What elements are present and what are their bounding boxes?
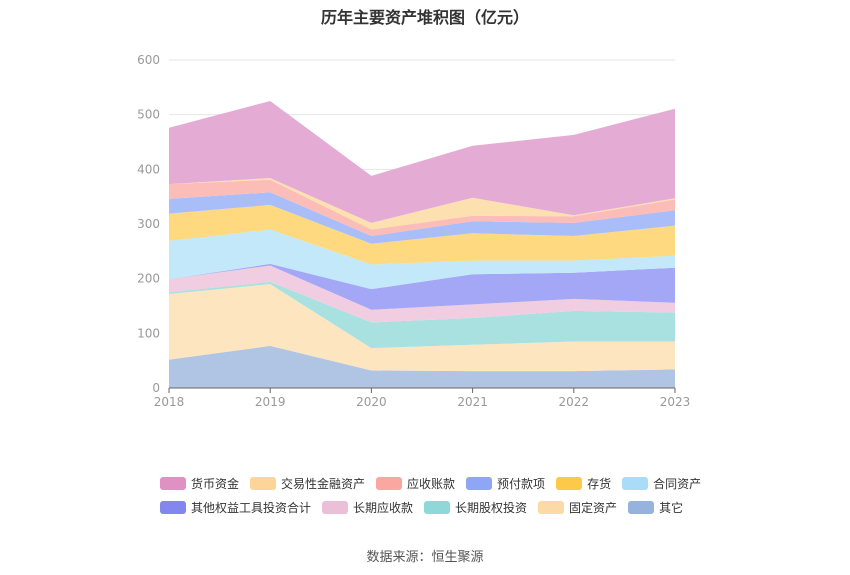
- legend-label: 固定资产: [569, 500, 618, 515]
- y-tick-label: 600: [137, 53, 160, 67]
- area-series-10[interactable]: [169, 101, 675, 223]
- area-series-7[interactable]: [169, 192, 675, 244]
- legend-label: 应收账款: [407, 476, 456, 491]
- legend-item[interactable]: 长期股权投资: [424, 499, 527, 516]
- y-tick-label: 300: [137, 217, 160, 231]
- legend-swatch: [160, 500, 186, 514]
- x-tick-label: 2019: [255, 395, 286, 409]
- data-source-value: 恒生聚源: [431, 550, 484, 565]
- area-series-1[interactable]: [169, 284, 675, 372]
- area-series-3[interactable]: [169, 265, 675, 323]
- legend-swatch: [322, 500, 349, 514]
- legend-swatch: [160, 476, 186, 490]
- y-tick-label: 400: [137, 162, 160, 176]
- legend-label: 其他权益工具投资合计: [191, 500, 312, 515]
- legend-item[interactable]: 交易性金融资产: [250, 475, 365, 492]
- x-tick-label: 2023: [660, 395, 691, 409]
- area-series-8[interactable]: [169, 179, 675, 236]
- legend-label: 交易性金融资产: [281, 476, 366, 491]
- legend-item[interactable]: 长期应收款: [322, 499, 413, 516]
- legend-item[interactable]: 预付款项: [466, 475, 545, 492]
- area-series-9[interactable]: [169, 178, 675, 230]
- x-tick-label: 2022: [559, 395, 590, 409]
- data-source-label: 数据来源：: [366, 550, 432, 565]
- legend-item[interactable]: 存货: [556, 475, 611, 492]
- chart-title: 历年主要资产堆积图（亿元）: [320, 8, 529, 27]
- data-source: 数据来源：恒生聚源: [0, 546, 850, 565]
- area-series-6[interactable]: [169, 204, 675, 265]
- y-tick-label: 0: [152, 381, 160, 395]
- legend-swatch: [628, 500, 655, 514]
- x-tick-label: 2020: [356, 395, 387, 409]
- legend-swatch: [376, 476, 403, 490]
- legend-swatch: [424, 500, 451, 514]
- area-series-5[interactable]: [169, 229, 675, 290]
- legend-row: 货币资金 交易性金融资产 应收账款 预付款项 存货 合同资产: [160, 471, 701, 495]
- legend-item[interactable]: 固定资产: [538, 499, 617, 516]
- legend-item[interactable]: 其它: [628, 499, 683, 516]
- area-series-0[interactable]: [169, 345, 675, 388]
- legend-item[interactable]: 货币资金: [160, 475, 239, 492]
- legend-label: 货币资金: [191, 476, 240, 491]
- area-series-4[interactable]: [169, 263, 675, 310]
- y-tick-label: 100: [137, 326, 160, 340]
- legend-label: 预付款项: [497, 476, 546, 491]
- legend-swatch: [622, 476, 649, 490]
- legend-row: 其他权益工具投资合计 长期应收款 长期股权投资 固定资产 其它: [160, 495, 700, 519]
- y-tick-label: 500: [137, 108, 160, 122]
- legend-item[interactable]: 合同资产: [622, 475, 701, 492]
- legend-label: 存货: [587, 476, 612, 491]
- legend-label: 合同资产: [653, 476, 702, 491]
- legend-label: 长期应收款: [353, 500, 414, 515]
- legend-swatch: [538, 500, 565, 514]
- legend-swatch: [250, 476, 277, 490]
- legend-item[interactable]: 应收账款: [376, 475, 455, 492]
- legend-swatch: [556, 476, 583, 490]
- y-tick-label: 200: [137, 272, 160, 286]
- x-tick-label: 2021: [457, 395, 488, 409]
- legend-swatch: [466, 476, 493, 490]
- legend-label: 长期股权投资: [455, 500, 528, 515]
- legend: 货币资金 交易性金融资产 应收账款 预付款项 存货 合同资产 其他权益工具投资合计 长期应收…: [160, 471, 701, 519]
- legend-item[interactable]: 其他权益工具投资合计: [160, 499, 311, 516]
- area-series-2[interactable]: [169, 281, 675, 349]
- x-tick-label: 2018: [154, 395, 185, 409]
- legend-label: 其它: [659, 500, 684, 515]
